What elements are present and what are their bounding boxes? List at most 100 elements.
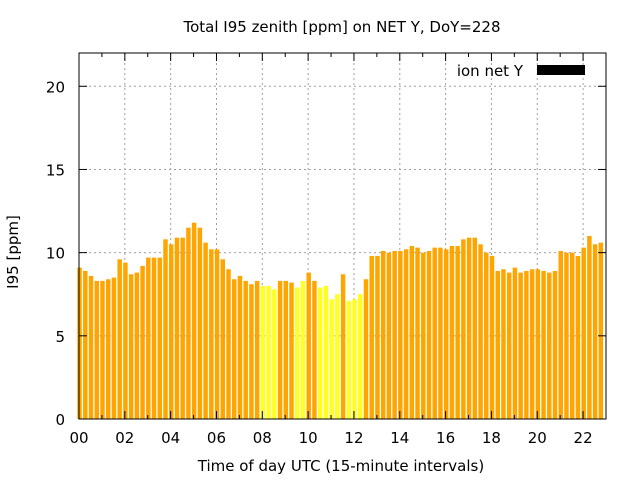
bar <box>83 270 88 419</box>
bar <box>254 280 260 419</box>
bar <box>380 250 386 419</box>
bar <box>506 272 512 419</box>
bar <box>289 282 294 419</box>
bar <box>449 245 455 419</box>
bar <box>272 289 277 419</box>
y-tick-label: 15 <box>46 161 65 179</box>
bar <box>209 249 214 419</box>
bar <box>358 294 363 419</box>
x-tick-label: 08 <box>253 429 272 447</box>
bar <box>352 299 357 419</box>
bar <box>203 242 208 419</box>
bar <box>438 247 443 419</box>
bar <box>94 280 99 419</box>
bar <box>403 249 409 419</box>
y-tick-label: 5 <box>55 328 65 346</box>
bar <box>168 244 174 419</box>
bar <box>105 279 111 419</box>
y-axis-label: I95 [ppm] <box>4 215 22 289</box>
x-tick-label: 14 <box>390 429 409 447</box>
y-tick-label: 10 <box>46 245 65 263</box>
bar <box>598 242 604 419</box>
bar <box>512 267 518 419</box>
bar <box>547 272 552 419</box>
bar <box>277 280 283 419</box>
x-tick-label: 02 <box>115 429 134 447</box>
bar <box>421 252 426 419</box>
legend-swatch <box>537 65 585 75</box>
bar <box>472 237 478 419</box>
bar <box>535 269 541 419</box>
bar <box>237 275 243 419</box>
bar <box>443 249 449 419</box>
tick-labels: 0 5 10 15 20 00 02 04 06 08 10 12 14 16 18 20 22 <box>46 78 593 447</box>
bar <box>518 272 523 419</box>
bar <box>495 270 500 419</box>
bar <box>335 294 340 419</box>
bar <box>581 247 586 419</box>
bar <box>295 287 300 419</box>
bar <box>117 259 122 419</box>
bar <box>134 272 140 419</box>
bar <box>426 250 432 419</box>
bar <box>466 237 472 419</box>
bar <box>123 262 128 419</box>
bar <box>77 267 82 419</box>
bar <box>140 265 145 419</box>
x-tick-label: 06 <box>207 429 226 447</box>
bar <box>312 280 317 419</box>
y-tick-label: 20 <box>46 78 65 96</box>
bar <box>587 236 592 419</box>
bar <box>323 285 329 419</box>
bar <box>529 269 535 419</box>
bar <box>88 275 94 419</box>
x-tick-label: 18 <box>482 429 501 447</box>
bar <box>552 270 558 419</box>
bar <box>306 272 311 419</box>
bar <box>415 247 420 419</box>
bar <box>220 259 226 419</box>
bar <box>226 269 231 419</box>
bar <box>186 227 191 419</box>
bar <box>501 269 506 419</box>
bar <box>243 280 248 419</box>
bar <box>214 249 220 419</box>
bar <box>564 252 569 419</box>
bar <box>111 277 117 419</box>
x-tick-label: 16 <box>436 429 455 447</box>
bar <box>375 255 380 419</box>
bar <box>363 279 369 419</box>
bar <box>329 299 334 419</box>
bar <box>478 244 483 419</box>
chart-title: Total I95 zenith [ppm] on NET Y, DoY=228 <box>182 18 500 36</box>
x-tick-label: 00 <box>69 429 88 447</box>
bar <box>489 255 495 419</box>
bar <box>569 252 575 419</box>
x-tick-label: 12 <box>344 429 363 447</box>
bar <box>346 300 352 419</box>
bar <box>575 255 581 419</box>
axis-ticks <box>78 53 606 420</box>
bar <box>283 280 289 419</box>
bar <box>197 227 203 419</box>
bar <box>461 239 466 419</box>
bar <box>409 245 415 419</box>
bar <box>432 247 437 419</box>
bar <box>317 287 323 419</box>
bar <box>386 252 392 419</box>
bar <box>300 280 306 419</box>
bar <box>128 274 134 419</box>
bar <box>146 257 151 419</box>
bar <box>232 279 237 419</box>
bar <box>249 284 254 419</box>
bar <box>541 270 546 419</box>
x-tick-label: 20 <box>528 429 547 447</box>
plot-frame <box>78 52 607 420</box>
bar <box>592 244 598 419</box>
bars <box>77 222 604 419</box>
bar <box>157 257 163 419</box>
bar <box>266 285 271 419</box>
bar <box>174 237 180 419</box>
legend-label: ion net Y <box>457 62 524 80</box>
bar <box>163 239 168 419</box>
